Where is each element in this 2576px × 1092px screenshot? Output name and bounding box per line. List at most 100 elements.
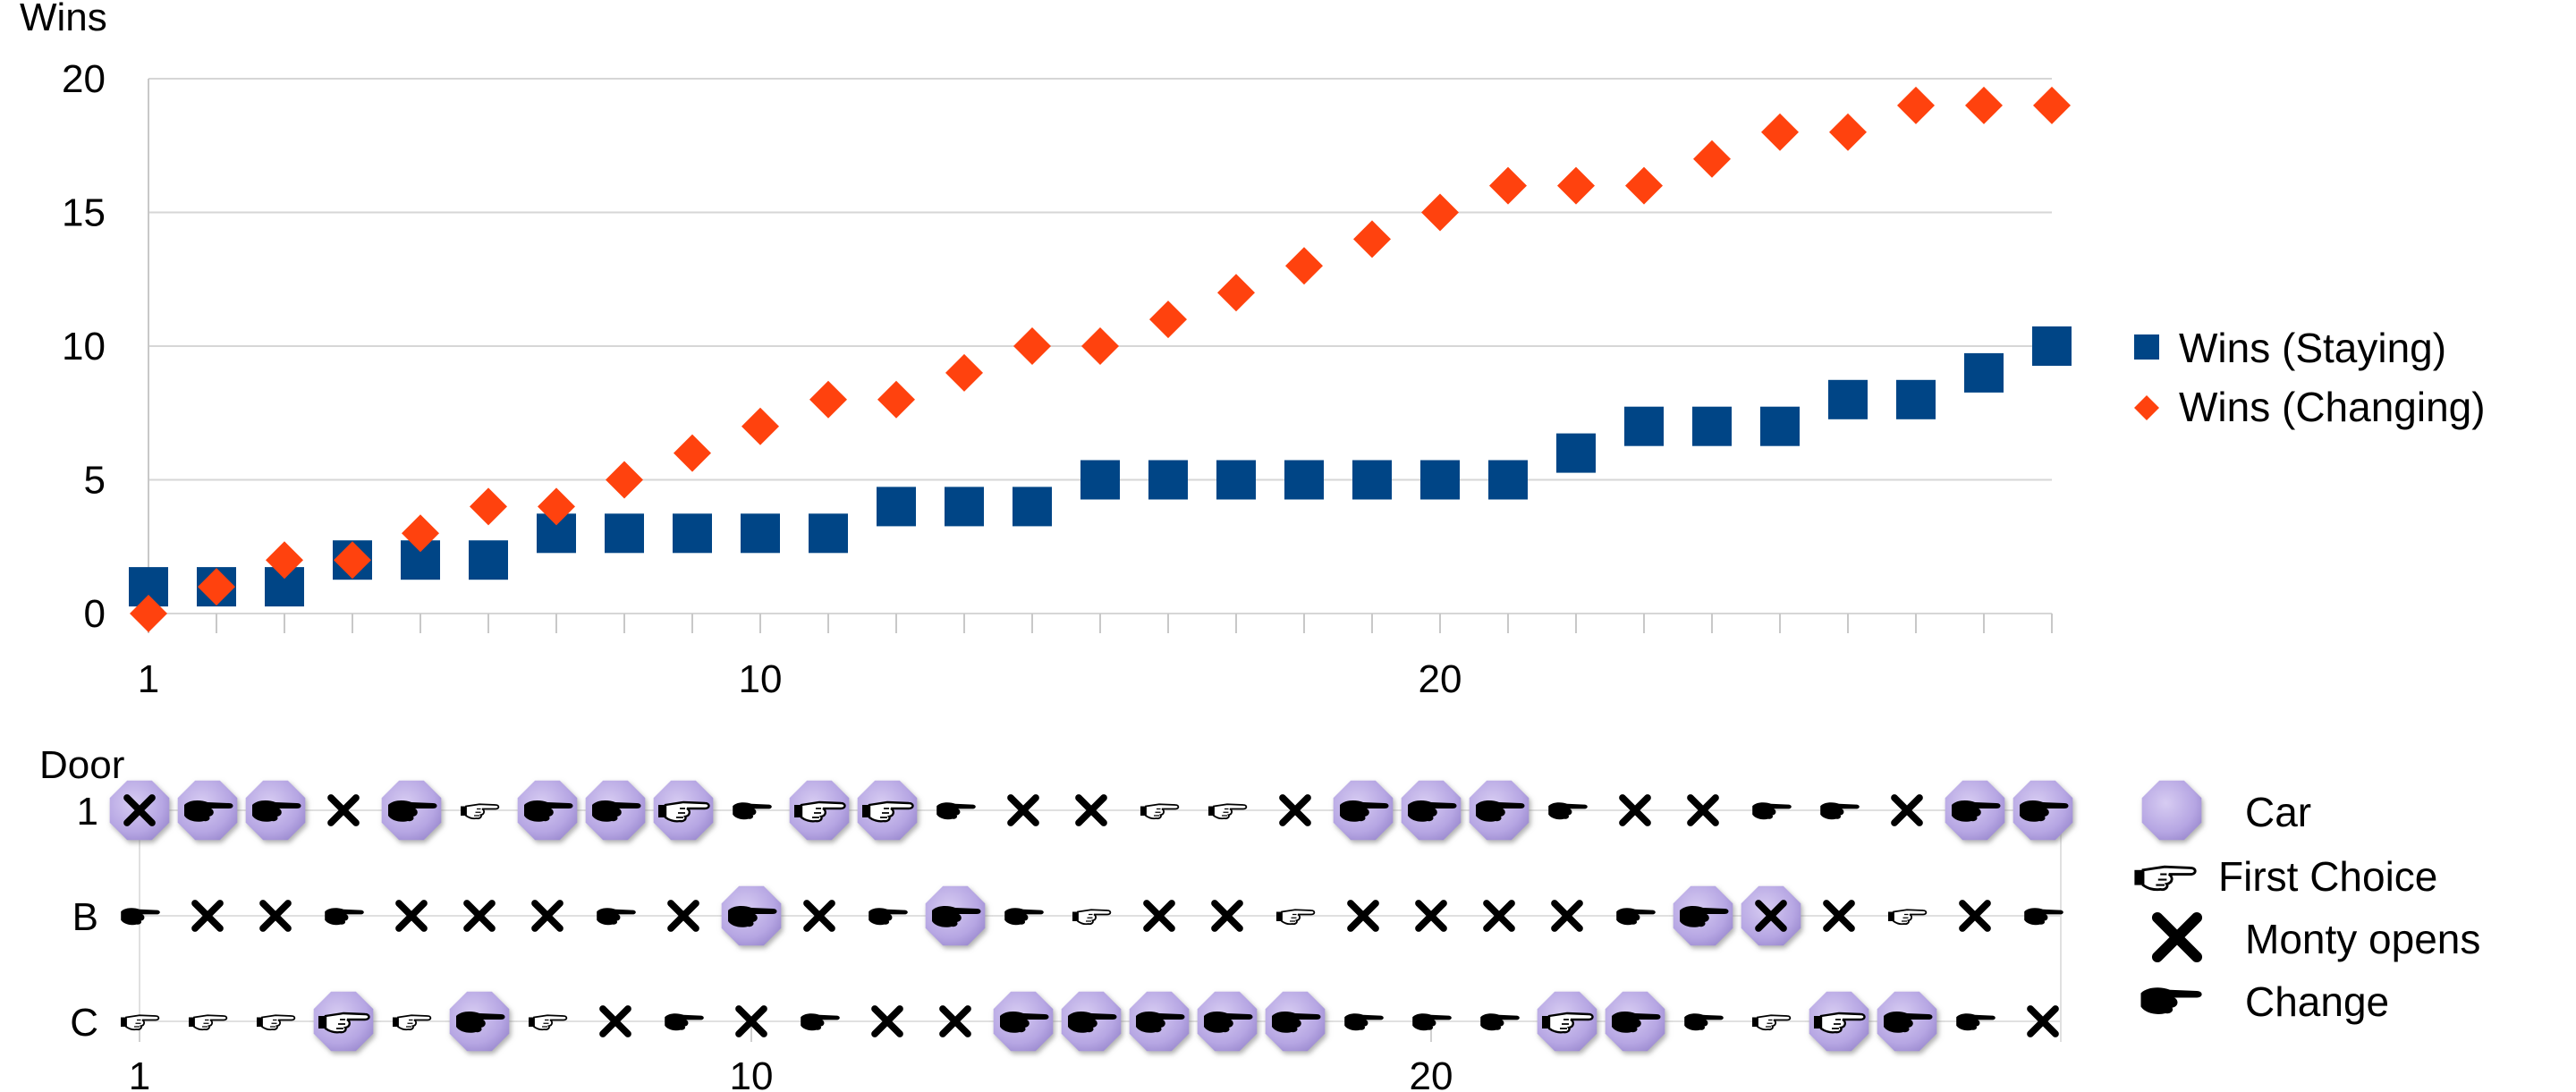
- changing-point: [809, 380, 847, 419]
- monty-opens-icon: [2027, 1005, 2059, 1037]
- door-row-label: C: [70, 1001, 98, 1045]
- change-icon: [592, 800, 641, 822]
- monty-opens-icon: [123, 794, 156, 826]
- changing-point: [2033, 86, 2071, 124]
- change-icon: [184, 800, 233, 822]
- changing-point: [1217, 274, 1255, 312]
- staying-point: [1556, 433, 1596, 473]
- change-icon: [1408, 800, 1457, 822]
- changing-point: [1489, 166, 1527, 205]
- change-icon: [1612, 1012, 1661, 1033]
- monty-opens-icon: [871, 1005, 903, 1037]
- change-icon: [252, 800, 301, 822]
- first-choice-icon: [1752, 1014, 1792, 1031]
- change-icon: [388, 800, 437, 822]
- change-icon: [1680, 906, 1729, 927]
- first-choice-icon: [1888, 909, 1928, 926]
- change-icon: [1000, 1012, 1049, 1033]
- monty-opens-icon: [191, 900, 224, 932]
- changing-point: [334, 541, 371, 580]
- staying-point: [1692, 406, 1732, 446]
- staying-point: [469, 540, 508, 580]
- changing-point: [877, 380, 915, 419]
- change-icon: [597, 908, 636, 926]
- changing-point: [1353, 220, 1391, 258]
- door-row-label: 1: [77, 790, 98, 834]
- first-choice-icon: [393, 1014, 432, 1031]
- changing-point: [538, 487, 575, 526]
- legend-car-icon: [2141, 780, 2202, 841]
- monty-opens-icon: [1279, 794, 1311, 826]
- monty-opens-icon: [939, 1005, 971, 1037]
- change-icon: [1684, 1013, 1724, 1031]
- wins-y-tick-label: 10: [62, 325, 106, 368]
- monty-opens-icon: [667, 900, 699, 932]
- change-icon: [728, 906, 777, 927]
- legend-monty-label: Monty opens: [2245, 916, 2480, 962]
- change-icon: [1548, 802, 1588, 820]
- changing-point: [945, 353, 983, 392]
- staying-point: [1284, 460, 1324, 500]
- wins-x-tick-label: 1: [138, 657, 159, 701]
- monty-opens-icon: [1551, 900, 1583, 932]
- changing-point: [470, 487, 507, 526]
- wins-chart-axes: [148, 79, 2053, 633]
- changing-point: [198, 568, 235, 606]
- change-icon: [456, 1012, 505, 1033]
- wins-chart-tick-labels: 0 5 10 15 20 1 10 20: [62, 57, 1462, 701]
- door-chart-marks: [109, 780, 2073, 1052]
- staying-point: [1488, 460, 1528, 500]
- change-icon: [1752, 802, 1792, 820]
- staying-point: [1420, 460, 1460, 500]
- change-icon: [1476, 800, 1525, 822]
- change-icon: [1272, 1012, 1321, 1033]
- monty-opens-icon: [1483, 900, 1515, 932]
- door-x-tick-label: 10: [730, 1054, 774, 1092]
- first-choice-icon: [1072, 909, 1112, 926]
- first-choice-icon: [1542, 1012, 1594, 1034]
- change-icon: [1136, 1012, 1185, 1033]
- staying-point: [1013, 487, 1052, 527]
- first-choice-icon: [189, 1014, 228, 1031]
- staying-point: [1216, 460, 1256, 500]
- staying-point: [809, 513, 848, 554]
- first-choice-icon: [1140, 803, 1180, 820]
- wins-x-tick-label: 20: [1419, 657, 1462, 701]
- first-choice-icon: [318, 1012, 370, 1034]
- wins-chart: 0 5 10 15 20 1 10 20 Wins Wins (Staying) Wins (C…: [20, 0, 2486, 701]
- change-icon: [2020, 800, 2069, 822]
- legend-changing-label: Wins (Changing): [2179, 384, 2486, 430]
- changing-point: [402, 514, 439, 553]
- door-x-tick-label: 20: [1410, 1054, 1453, 1092]
- change-icon: [524, 800, 573, 822]
- first-choice-icon: [794, 800, 846, 823]
- monty-opens-icon: [1619, 794, 1651, 826]
- staying-point: [1964, 352, 2004, 393]
- change-icon: [1204, 1012, 1253, 1033]
- changing-point: [1421, 193, 1459, 232]
- change-icon: [1884, 1012, 1933, 1033]
- change-icon: [1480, 1013, 1520, 1031]
- wins-y-tick-label: 0: [84, 592, 106, 636]
- wins-y-tick-label: 15: [62, 191, 106, 235]
- change-icon: [1952, 800, 2001, 822]
- wins-x-tick-label: 10: [739, 657, 783, 701]
- changing-point: [1965, 86, 2003, 124]
- staying-point: [1148, 460, 1188, 500]
- change-icon: [1068, 1012, 1117, 1033]
- change-icon: [869, 908, 908, 926]
- monty-opens-icon: [395, 900, 428, 932]
- monty-opens-icon: [1891, 794, 1923, 826]
- changing-point: [1149, 301, 1187, 339]
- monty-opens-icon: [1687, 794, 1719, 826]
- change-icon: [2024, 908, 2063, 926]
- wins-y-tick-label: 5: [84, 459, 106, 503]
- change-icon: [1956, 1013, 1996, 1031]
- change-icon: [1344, 1013, 1384, 1031]
- first-choice-icon: [1276, 909, 1316, 926]
- wins-chart-legend: Wins (Staying) Wins (Changing): [2134, 325, 2486, 430]
- legend-change-label: Change: [2245, 978, 2389, 1025]
- legend-change-icon: [2140, 987, 2202, 1014]
- change-icon: [665, 1013, 704, 1031]
